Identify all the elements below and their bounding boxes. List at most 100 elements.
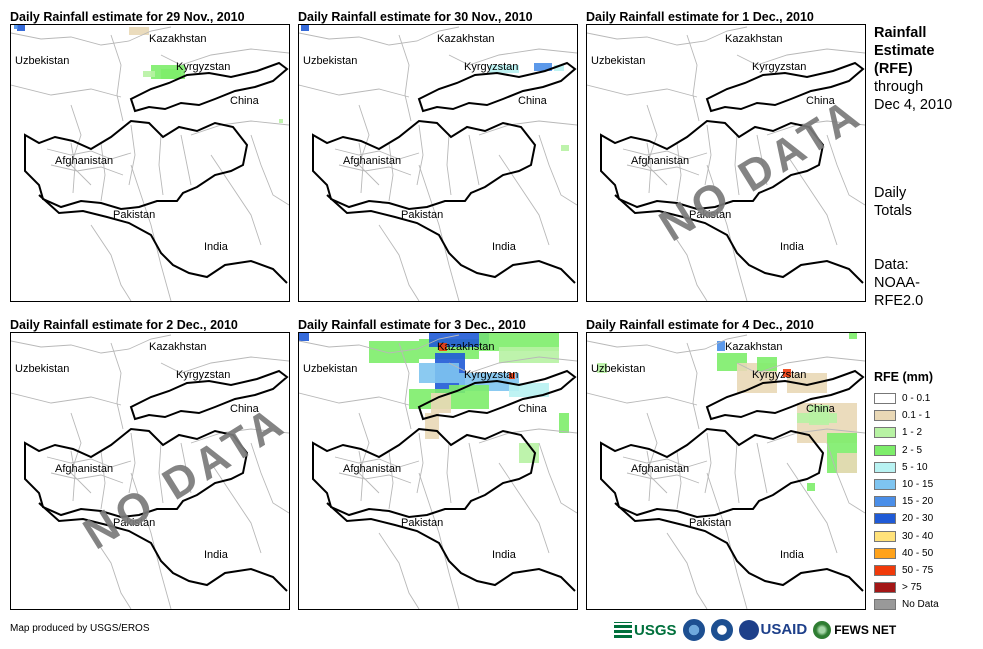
- pakistan-border: [38, 194, 288, 284]
- legend-item: 1 - 2: [874, 424, 979, 441]
- label-uzbekistan: Uzbekistan: [15, 363, 70, 375]
- usaid-seal-icon: [738, 620, 759, 640]
- legend-item: 30 - 40: [874, 528, 979, 545]
- admin-boundary: [190, 428, 289, 444]
- province-boundary: [704, 432, 712, 494]
- legend-item: 0 - 0.1: [874, 390, 979, 407]
- pakistan-border: [326, 502, 576, 592]
- label-china: China: [230, 95, 259, 107]
- legend-item: 40 - 50: [874, 545, 979, 562]
- afghanistan-border: [312, 119, 537, 211]
- admin-boundary: [826, 442, 865, 514]
- afghanistan-border: [600, 427, 825, 519]
- panel-title: Daily Rainfall estimate for 29 Nov., 201…: [10, 10, 245, 24]
- totals-line1: Daily: [874, 185, 907, 201]
- kyrgyzstan-border: [417, 369, 577, 421]
- admin-boundary: [706, 164, 748, 301]
- kyrgyzstan-border: [705, 61, 865, 113]
- kyrgyzstan-border: [417, 61, 577, 113]
- province-boundary: [676, 142, 682, 202]
- side-date: Dec 4, 2010: [874, 97, 953, 113]
- admin-boundary: [110, 342, 124, 430]
- map-svg: [587, 26, 865, 301]
- side-totals: Daily Totals: [874, 184, 979, 220]
- legend-item: 15 - 20: [874, 493, 979, 510]
- province-boundary: [646, 142, 652, 194]
- label-pakistan: Pakistan: [401, 517, 444, 529]
- admin-boundary: [299, 26, 460, 46]
- legend-swatch: [874, 564, 896, 576]
- label-afghanistan: Afghanistan: [55, 155, 114, 167]
- rfe-legend: RFE (mm) 0 - 0.1 0.1 - 1 1 - 2 2 - 5 5 - 10 1…: [874, 370, 979, 613]
- legend-swatch: [874, 461, 896, 473]
- admin-boundary: [538, 442, 577, 514]
- admin-boundary: [210, 154, 262, 246]
- side-title-line1: Rainfall: [874, 25, 927, 41]
- admin-boundary: [786, 462, 838, 554]
- rainfall-patch: [425, 413, 439, 439]
- province-boundary: [388, 450, 394, 510]
- legend-label: No Data: [902, 599, 939, 611]
- panel-title: Daily Rainfall estimate for 3 Dec., 2010: [298, 318, 526, 332]
- pakistan-border: [614, 502, 864, 592]
- label-kyrgyzstan: Kyrgyzstan: [176, 61, 231, 73]
- rainfall-patch: [17, 25, 25, 31]
- admin-boundary: [130, 164, 172, 301]
- label-afghanistan: Afghanistan: [343, 155, 402, 167]
- label-afghanistan: Afghanistan: [631, 155, 690, 167]
- fews-logo-text: FEWS NET: [834, 623, 897, 637]
- legend-item: 20 - 30: [874, 510, 979, 527]
- admin-boundary: [190, 120, 289, 136]
- label-india: India: [492, 549, 516, 561]
- rainfall-patch: [14, 25, 18, 29]
- map-frame: Kazakhstan Uzbekistan Kyrgyzstan China Afgha…: [10, 24, 290, 302]
- legend-swatch: [874, 479, 896, 491]
- province-boundary: [626, 472, 700, 484]
- province-boundary: [180, 442, 192, 494]
- admin-boundary: [686, 342, 700, 430]
- admin-boundary: [160, 48, 289, 66]
- rainfall-patch: [837, 453, 857, 473]
- province-boundary: [338, 472, 412, 484]
- pakistan-border: [326, 194, 576, 284]
- afghanistan-border: [24, 119, 249, 211]
- rainfall-patch: [783, 369, 791, 377]
- side-through: through: [874, 79, 924, 95]
- admin-boundary: [766, 120, 865, 136]
- province-boundary: [100, 142, 106, 202]
- label-kazakhstan: Kazakhstan: [437, 341, 495, 353]
- rainfall-patch: [479, 333, 559, 351]
- rainfall-patch: [499, 347, 559, 363]
- label-china: China: [806, 403, 835, 415]
- map-frame: Kazakhstan Uzbekistan Kyrgyzstan China Afgha…: [298, 24, 578, 302]
- province-boundary: [338, 164, 412, 176]
- map-svg: [299, 25, 577, 301]
- admin-boundary: [766, 428, 865, 444]
- rainfall-patch: [299, 333, 309, 341]
- legend-item: 5 - 10: [874, 459, 979, 476]
- admin-boundary: [210, 462, 262, 554]
- noaa-logo-icon: [682, 619, 705, 641]
- legend-label: 10 - 15: [902, 479, 934, 491]
- afghanistan-border: [312, 427, 537, 519]
- province-boundary: [50, 164, 124, 176]
- province-boundary: [676, 450, 682, 510]
- label-kazakhstan: Kazakhstan: [725, 341, 783, 353]
- province-boundary: [50, 472, 124, 484]
- nasa-seal-icon: [710, 619, 733, 641]
- rainfall-patch: [509, 373, 515, 379]
- label-uzbekistan: Uzbekistan: [15, 55, 70, 67]
- map-svg: [11, 334, 289, 609]
- rainfall-patch: [554, 65, 564, 71]
- rainfall-patch: [849, 333, 857, 339]
- admin-boundary: [418, 472, 460, 609]
- map-svg: [587, 333, 865, 609]
- admin-boundary: [666, 532, 708, 609]
- admin-boundary: [587, 392, 698, 406]
- province-boundary: [334, 456, 420, 468]
- province-boundary: [446, 442, 452, 504]
- province-boundary: [128, 124, 136, 186]
- admin-boundary: [299, 392, 410, 406]
- side-title-line3: (RFE): [874, 61, 913, 77]
- label-china: China: [806, 95, 835, 107]
